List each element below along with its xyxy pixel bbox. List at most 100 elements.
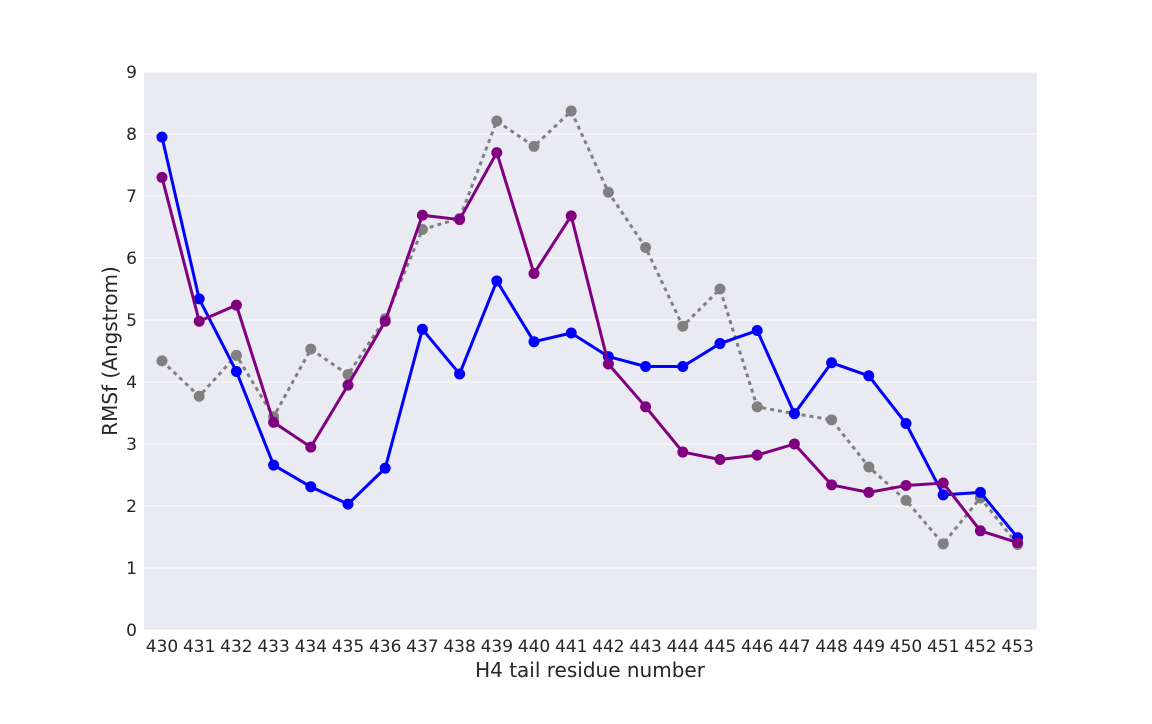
data-point [268,459,280,471]
x-tick-label: 442 [592,637,624,657]
data-point [528,268,540,279]
data-point [156,171,168,183]
x-tick-label: 446 [741,637,773,657]
x-tick-label: 445 [704,637,736,657]
data-point [342,369,354,381]
x-tick-label: 440 [518,637,550,657]
data-point [491,115,503,127]
data-point [640,361,652,372]
series-layer [156,105,1024,550]
data-point [454,368,466,380]
y-tick-label: 0 [126,621,137,641]
data-point [416,323,428,335]
data-point [305,441,317,453]
y-tick-label: 8 [126,125,137,145]
x-tick-label: 443 [629,637,661,657]
data-point [156,355,168,367]
data-point [379,315,391,327]
data-point [714,338,726,350]
y-tick-label: 6 [126,249,137,269]
data-point [193,315,205,327]
data-point [230,365,242,377]
data-point [937,477,949,489]
x-tick-label: 431 [183,637,215,657]
data-point [416,209,428,221]
data-point [640,401,652,413]
x-tick-label: 434 [295,637,327,657]
x-tick-label: 451 [927,637,959,657]
data-point [305,481,317,493]
data-point [714,454,726,465]
plot-area [144,72,1037,630]
x-tick-label: 447 [778,637,810,657]
x-tick-label: 453 [1001,637,1033,657]
series-line [160,151,1019,545]
data-point [640,241,652,253]
x-tick-label: 433 [257,637,289,657]
x-tick-label: 448 [815,637,847,657]
grid-lines [144,71,1037,631]
data-point [974,486,986,498]
data-point [826,479,838,491]
data-point [937,538,949,550]
series-3 [156,147,1024,549]
data-point [788,438,800,450]
data-point [156,131,168,143]
y-tick-label: 9 [126,63,137,83]
y-tick-labels: 0 1 2 3 4 5 6 7 8 9 [126,63,137,641]
data-point [602,186,614,198]
data-point [193,293,205,305]
data-point [454,214,466,226]
series-line [160,136,1019,539]
data-point [342,498,354,510]
x-tick-label: 452 [964,637,996,657]
data-point [528,140,540,152]
data-point [900,480,912,492]
data-point [491,275,503,287]
x-tick-label: 435 [332,637,364,657]
x-tick-label: 437 [406,637,438,657]
data-point [974,525,986,537]
data-point [900,418,912,430]
y-tick-label: 1 [126,559,137,579]
data-point [863,370,875,382]
data-point [788,408,800,420]
data-point [751,449,763,461]
data-point [565,327,577,339]
data-point [305,343,317,355]
data-point [826,357,838,369]
data-point [677,446,689,458]
data-point [342,379,354,391]
data-point [528,336,540,348]
x-tick-label: 438 [443,637,475,657]
x-tick-label: 444 [667,637,699,657]
y-tick-label: 3 [126,435,137,455]
x-tick-labels: 430 431 432 433 434 435 436 437 438 439 440 441 442 4… [146,637,1034,657]
data-point [677,361,689,372]
x-tick-label: 436 [369,637,401,657]
data-point [230,299,242,311]
data-point [751,401,763,413]
y-tick-label: 5 [126,311,137,331]
y-axis-label: RMSf (Angstrom) [98,266,122,436]
y-tick-label: 2 [126,497,137,517]
data-point [565,210,577,222]
y-tick-label: 4 [126,373,137,393]
x-tick-label: 450 [890,637,922,657]
data-point [230,349,242,361]
data-point [602,358,614,370]
data-point [1012,537,1024,549]
data-point [193,390,205,402]
x-tick-label: 439 [481,637,513,657]
data-point [863,461,875,473]
data-point [937,489,949,501]
data-point [677,320,689,332]
data-point [863,486,875,498]
data-point [751,325,763,337]
x-tick-label: 449 [853,637,885,657]
y-tick-label: 7 [126,187,137,207]
series-line [160,109,1019,546]
data-point [714,283,726,295]
